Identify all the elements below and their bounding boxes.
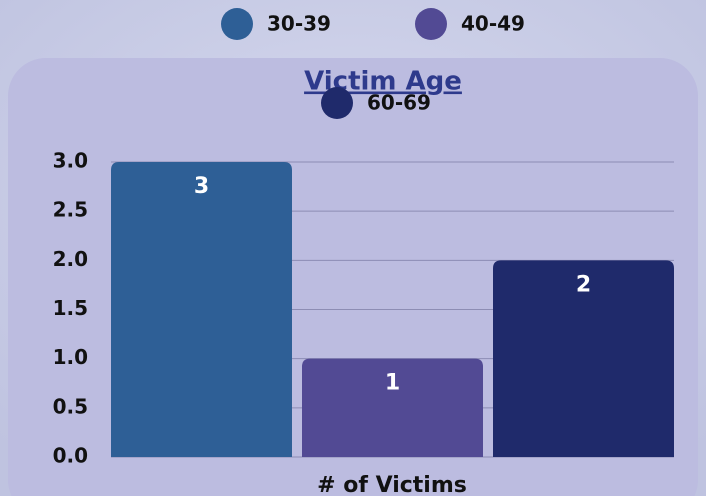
y-tick-label: 0.5: [53, 394, 88, 418]
legend-marker: [221, 8, 253, 40]
y-tick-label: 1.0: [53, 345, 88, 369]
data-label: 2: [576, 272, 591, 297]
legend-marker: [321, 87, 353, 119]
legend-label: 30-39: [267, 12, 331, 36]
legend-marker: [415, 8, 447, 40]
y-tick-label: 3.0: [53, 149, 88, 173]
data-label: 3: [194, 174, 209, 199]
bar: [493, 260, 674, 457]
y-tick-label: 2.5: [53, 198, 88, 222]
x-axis-label: # of Victims: [317, 473, 467, 496]
bar: [111, 162, 292, 457]
y-tick-label: 0.0: [53, 444, 88, 468]
y-tick-label: 2.0: [53, 247, 88, 271]
data-label: 1: [385, 371, 400, 396]
legend-label: 40-49: [461, 12, 525, 36]
legend-label: 60-69: [367, 91, 431, 115]
y-tick-label: 1.5: [53, 296, 88, 320]
bar: [302, 358, 483, 457]
